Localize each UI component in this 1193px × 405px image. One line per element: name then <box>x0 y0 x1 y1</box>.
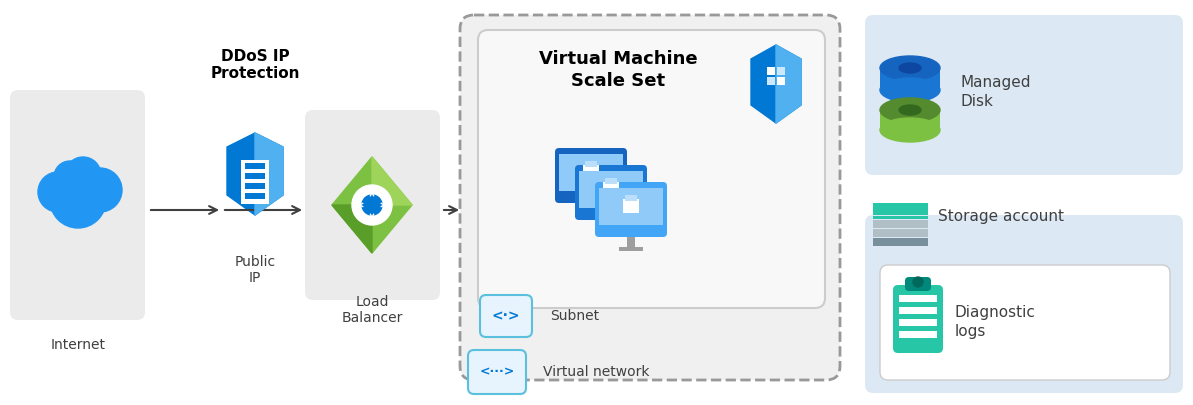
Bar <box>900 307 937 314</box>
Polygon shape <box>775 45 801 123</box>
Text: Subnet: Subnet <box>550 309 599 323</box>
Bar <box>245 183 265 189</box>
Bar <box>767 77 775 85</box>
Bar <box>873 203 928 215</box>
Bar <box>599 188 663 225</box>
Ellipse shape <box>900 105 921 115</box>
Bar <box>245 163 265 169</box>
Bar <box>873 229 928 237</box>
Bar <box>625 195 637 201</box>
Bar <box>623 199 639 213</box>
Bar <box>241 160 268 204</box>
FancyBboxPatch shape <box>894 285 942 353</box>
FancyBboxPatch shape <box>865 215 1183 393</box>
FancyBboxPatch shape <box>595 182 667 237</box>
Polygon shape <box>752 45 801 123</box>
FancyBboxPatch shape <box>10 90 146 320</box>
Circle shape <box>54 161 86 193</box>
Circle shape <box>361 195 382 215</box>
Bar <box>619 247 643 251</box>
Text: Virtual network: Virtual network <box>543 365 649 379</box>
Circle shape <box>913 277 923 287</box>
Text: DDoS IP
Protection: DDoS IP Protection <box>210 49 299 81</box>
Polygon shape <box>255 133 283 215</box>
Bar <box>777 67 785 75</box>
Circle shape <box>50 172 106 228</box>
FancyBboxPatch shape <box>905 277 931 291</box>
FancyBboxPatch shape <box>575 165 647 220</box>
Circle shape <box>64 157 101 193</box>
FancyBboxPatch shape <box>460 15 840 380</box>
Bar <box>880 68 940 90</box>
Bar <box>245 193 265 199</box>
Text: Virtual Machine
Scale Set: Virtual Machine Scale Set <box>539 50 698 90</box>
Polygon shape <box>332 157 412 253</box>
Bar <box>245 173 265 179</box>
Bar <box>607 220 616 230</box>
Bar <box>880 110 940 130</box>
FancyBboxPatch shape <box>880 265 1170 380</box>
Text: <·>: <·> <box>492 309 520 323</box>
FancyBboxPatch shape <box>468 350 526 394</box>
Text: Diagnostic
logs: Diagnostic logs <box>956 305 1036 339</box>
Bar <box>560 154 623 191</box>
Ellipse shape <box>880 56 940 80</box>
Circle shape <box>78 168 122 212</box>
Bar <box>605 178 617 184</box>
Bar <box>587 203 595 213</box>
FancyBboxPatch shape <box>480 295 532 337</box>
Bar <box>873 216 928 219</box>
Ellipse shape <box>880 78 940 102</box>
Circle shape <box>352 185 392 225</box>
Bar <box>599 230 623 234</box>
Bar <box>767 67 775 75</box>
Text: <···>: <···> <box>480 365 514 379</box>
Bar <box>583 165 599 179</box>
Text: Internet: Internet <box>50 338 105 352</box>
Bar <box>873 238 928 246</box>
FancyBboxPatch shape <box>478 30 826 308</box>
Ellipse shape <box>880 98 940 122</box>
Bar <box>579 171 643 208</box>
Bar <box>873 220 928 228</box>
FancyBboxPatch shape <box>555 148 628 203</box>
Polygon shape <box>372 157 412 205</box>
FancyBboxPatch shape <box>305 110 440 300</box>
Bar <box>900 319 937 326</box>
Bar <box>900 295 937 302</box>
Ellipse shape <box>880 118 940 142</box>
Bar <box>628 237 635 247</box>
Bar <box>900 331 937 338</box>
Bar <box>602 182 619 196</box>
Text: Load
Balancer: Load Balancer <box>341 295 403 325</box>
Bar <box>50 190 106 210</box>
Bar <box>777 77 785 85</box>
Ellipse shape <box>900 63 921 73</box>
Text: Public
IP: Public IP <box>235 255 276 285</box>
Polygon shape <box>227 133 283 215</box>
Text: Managed
Disk: Managed Disk <box>960 75 1031 109</box>
Bar <box>585 161 596 167</box>
Bar <box>579 213 602 217</box>
Polygon shape <box>332 205 372 253</box>
Text: Storage account: Storage account <box>938 209 1064 224</box>
FancyBboxPatch shape <box>865 15 1183 175</box>
Circle shape <box>38 172 78 212</box>
